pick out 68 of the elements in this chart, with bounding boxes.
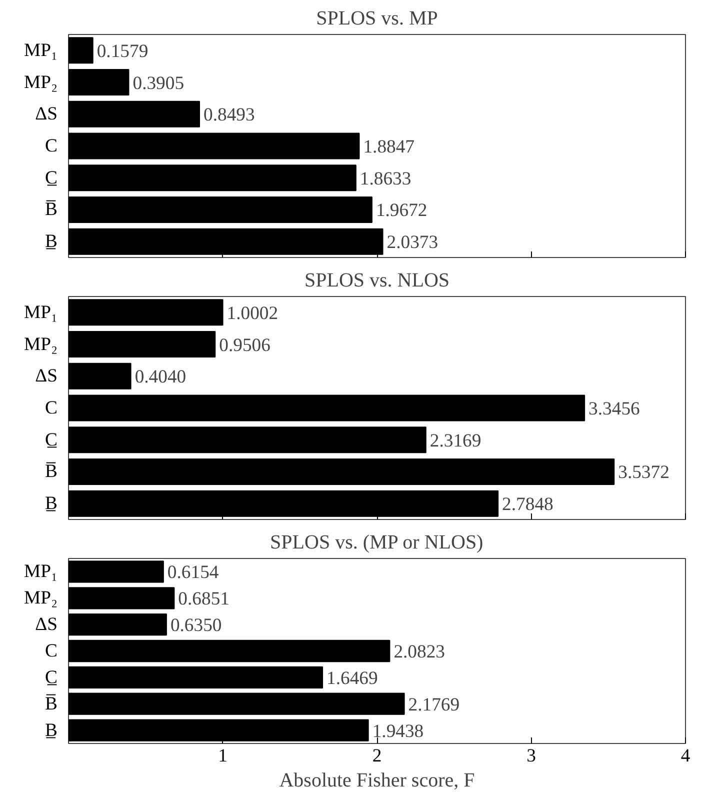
data-label: 0.6154 [167,562,220,584]
data-label: 0.3905 [132,72,184,94]
bar [68,331,216,358]
data-label: 1.9672 [376,200,428,222]
data-label: 0.6350 [170,615,222,636]
bar [68,614,167,636]
bar [68,299,224,326]
y-tick-label: C [45,640,58,662]
y-tick-label: MP₂ [24,588,58,609]
y-tick-label: ΔS [35,366,58,387]
y-tick-label: C [45,398,58,418]
data-label: 2.3169 [430,430,482,452]
y-tick-label: ΔS [35,614,58,636]
y-tick-label: B̅ [45,199,58,220]
y-tick-label: MP₁ [24,302,58,323]
data-label: 2.1769 [408,694,460,716]
bar [68,69,130,96]
data-label: 1.8847 [363,136,415,158]
x-tick-label: 2 [372,746,382,766]
y-tick-label: C̲ [45,666,58,688]
y-tick-label: B̲ [45,493,58,514]
data-label: 2.7848 [502,494,554,516]
x-tick-label: 1 [218,746,228,766]
bar [68,560,164,583]
bar [68,164,356,192]
data-label: 2.0373 [386,232,438,254]
x-tick-label: 4 [680,746,691,766]
data-label: 0.4040 [134,366,186,388]
data-label: 2.0823 [394,642,446,662]
bar [68,640,390,662]
y-tick-label: MP₁ [24,561,58,582]
x-axis-title: Absolute Fisher score, F [279,770,475,792]
data-label: 1.9438 [372,720,424,742]
chart-title: SPLOS vs. MP [316,8,438,30]
y-tick-label: B̲ [45,231,58,252]
data-label: 0.6851 [178,588,230,610]
data-label: 3.5372 [618,462,670,484]
y-tick-label: B̲ [45,720,58,741]
y-tick-label: C [45,136,58,156]
y-tick-label: B̅ [45,461,58,482]
bar [68,362,132,390]
bar [68,587,175,610]
chart-title: SPLOS vs. NLOS [304,270,450,292]
y-tick-label: ΔS [35,104,58,125]
x-tick-label: 3 [526,746,536,766]
y-tick-label: B̅ [45,693,58,714]
bar [68,37,94,64]
y-tick-label: C̲ [45,429,58,450]
bar [68,100,200,128]
bar [68,132,360,160]
bar [68,458,615,485]
data-label: 1.6469 [326,668,378,689]
y-tick-label: C̲ [45,167,58,188]
bar [68,426,426,454]
y-tick-label: MP₁ [24,40,58,61]
bar [68,692,405,715]
bar [68,666,324,688]
data-label: 0.1579 [96,40,148,62]
data-label: 1.8633 [360,168,412,190]
data-label: 0.8493 [204,104,255,126]
chart-title: SPLOS vs. (MP or NLOS) [270,532,484,554]
bar [68,196,372,223]
data-label: 1.0002 [226,302,278,324]
y-tick-label: MP₂ [24,72,58,93]
data-label: 3.3456 [588,398,640,420]
y-tick-label: MP₂ [24,334,58,355]
bar [68,394,586,422]
data-label: 0.9506 [219,334,270,356]
